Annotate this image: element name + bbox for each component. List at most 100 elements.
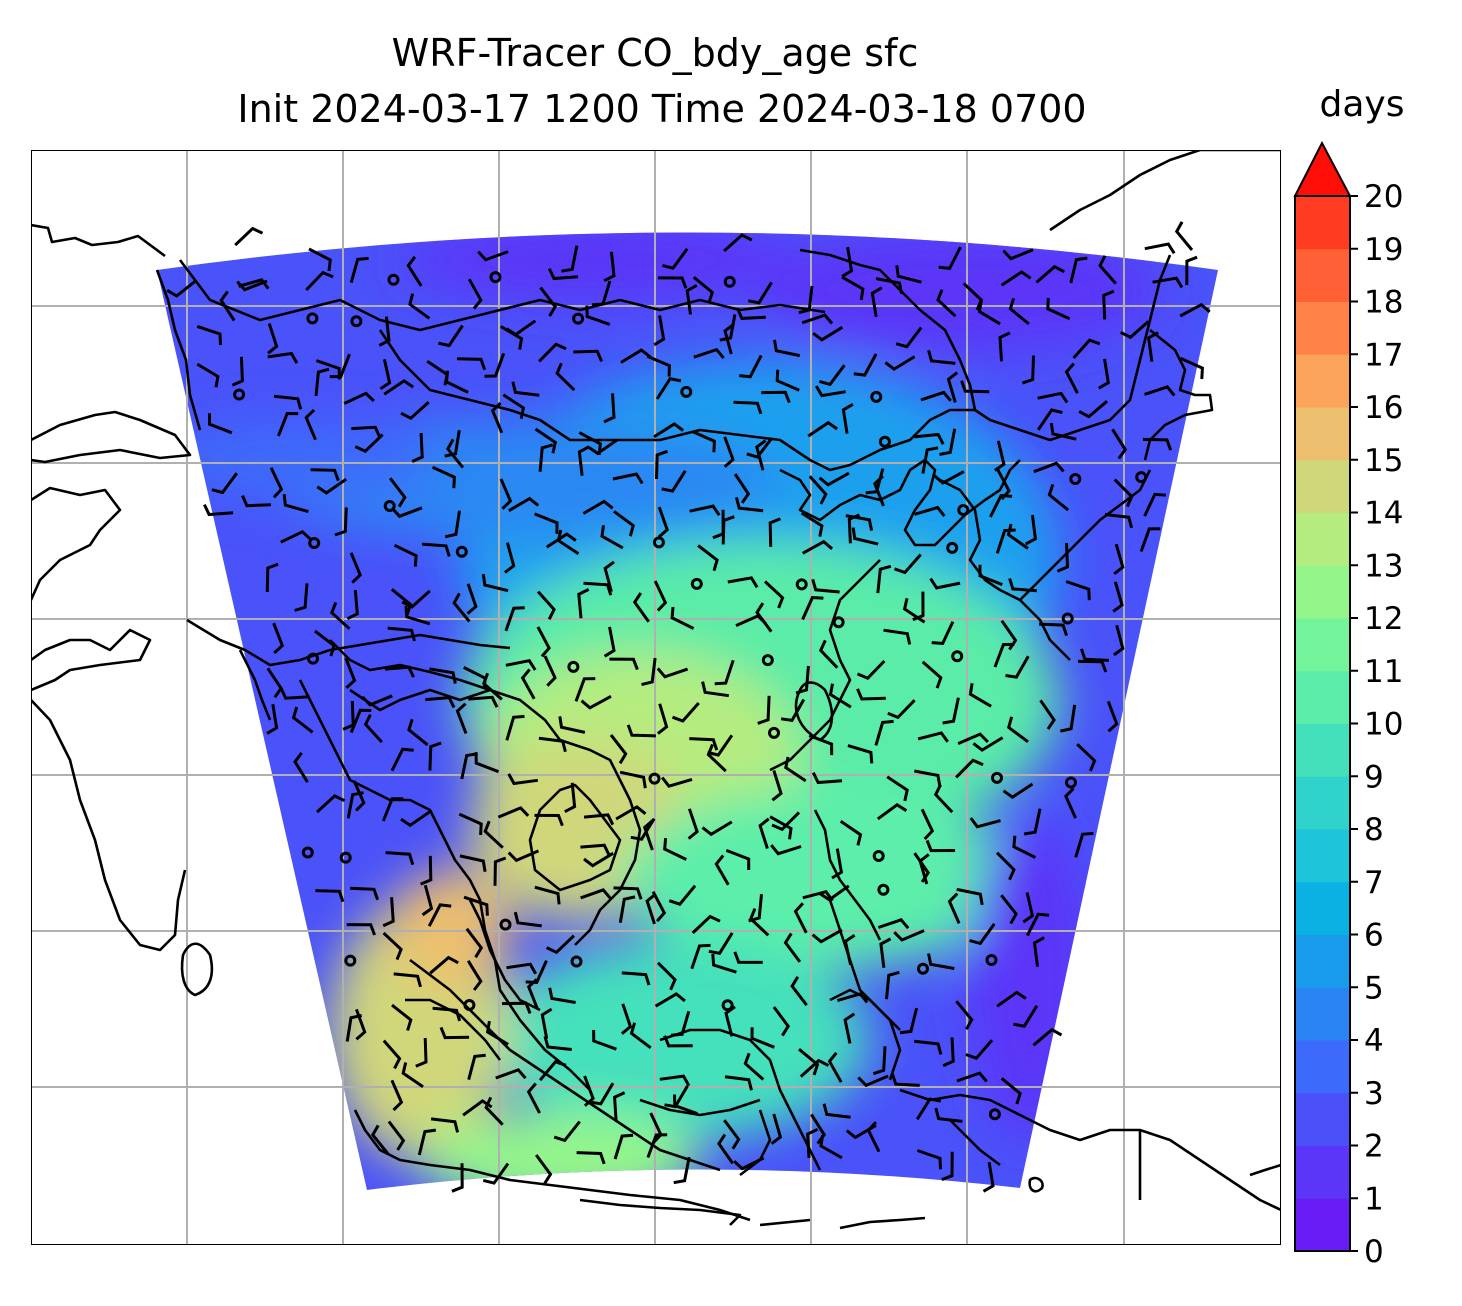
wind-barb bbox=[429, 955, 459, 975]
wind-barb bbox=[795, 665, 810, 695]
wind-barb bbox=[929, 577, 961, 590]
wind-barb bbox=[866, 1121, 881, 1153]
wind-barb bbox=[856, 659, 886, 680]
wind-barb bbox=[768, 517, 781, 547]
calm-wind-circle bbox=[570, 955, 583, 968]
wind-barb bbox=[895, 326, 923, 349]
wind-barb bbox=[875, 277, 904, 295]
wind-barb bbox=[352, 780, 366, 812]
wind-barb bbox=[784, 756, 807, 783]
wind-barb bbox=[942, 697, 960, 725]
wind-barb bbox=[843, 934, 856, 966]
wind-barb bbox=[733, 473, 751, 504]
wind-barb bbox=[955, 758, 984, 779]
wind-barb bbox=[400, 400, 430, 421]
colorbar-label: days bbox=[1320, 84, 1405, 125]
wind-barb bbox=[279, 687, 310, 700]
wind-barb bbox=[1002, 782, 1034, 800]
wind-barb bbox=[482, 672, 503, 701]
calm-wind-circle bbox=[572, 312, 585, 325]
wind-barb bbox=[874, 719, 894, 746]
wind-barb bbox=[668, 884, 697, 906]
wind-barb bbox=[547, 267, 579, 281]
colorbar-band bbox=[1295, 1092, 1350, 1146]
wind-barb bbox=[361, 694, 393, 707]
wind-barb bbox=[534, 885, 561, 905]
calm-wind-circle bbox=[872, 850, 885, 862]
calm-wind-circle bbox=[878, 435, 891, 448]
wind-barb bbox=[658, 276, 688, 289]
wind-barb bbox=[1024, 514, 1038, 546]
wind-barb bbox=[576, 1151, 606, 1165]
wind-barb bbox=[439, 1026, 470, 1040]
wind-barb bbox=[609, 733, 628, 765]
wind-barb bbox=[651, 890, 667, 923]
wind-barb bbox=[671, 702, 700, 723]
calm-wind-circle bbox=[832, 616, 845, 629]
calm-wind-circle bbox=[1069, 473, 1082, 485]
wind-barb bbox=[381, 797, 404, 822]
wind-barb bbox=[733, 1156, 765, 1171]
wind-barb bbox=[819, 884, 850, 902]
wind-barb bbox=[689, 504, 721, 517]
calm-wind-circle bbox=[489, 271, 502, 284]
wind-barb bbox=[497, 806, 530, 819]
colorbar-tick-label: 14 bbox=[1364, 496, 1403, 532]
colorbar-band bbox=[1295, 459, 1350, 513]
wind-barb bbox=[538, 443, 554, 472]
wind-barb bbox=[856, 688, 886, 701]
wind-barb bbox=[474, 752, 500, 774]
wind-barb bbox=[772, 1006, 791, 1037]
wind-barb bbox=[1056, 542, 1070, 573]
wind-barb bbox=[589, 1082, 615, 1106]
wind-barb bbox=[241, 495, 271, 508]
wind-barb bbox=[915, 1097, 942, 1121]
wind-barb bbox=[580, 888, 612, 900]
wind-barb bbox=[996, 990, 1027, 1008]
wind-barb bbox=[771, 769, 783, 802]
wind-barb bbox=[689, 737, 719, 751]
wind-barb bbox=[484, 1096, 504, 1126]
calm-wind-circle bbox=[233, 388, 246, 401]
wind-barb bbox=[873, 474, 885, 507]
wind-barb bbox=[747, 281, 773, 305]
wind-barb bbox=[574, 677, 596, 702]
wind-barb bbox=[344, 657, 357, 690]
calm-wind-circle bbox=[387, 273, 400, 286]
wind-barb bbox=[810, 1113, 827, 1145]
wind-barb bbox=[714, 659, 735, 686]
wind-barb bbox=[1025, 912, 1050, 937]
wind-barb bbox=[723, 233, 753, 253]
wind-barb bbox=[662, 247, 689, 270]
colorbar-tick-label: 5 bbox=[1364, 970, 1384, 1006]
wind-barb bbox=[490, 401, 504, 434]
wind-barb bbox=[591, 280, 612, 307]
wind-barb bbox=[583, 851, 614, 868]
wind-barb bbox=[1069, 256, 1088, 284]
wind-barb bbox=[978, 564, 1003, 586]
wind-barb bbox=[505, 659, 537, 671]
calm-wind-circle bbox=[455, 545, 468, 558]
wind-barb bbox=[507, 773, 538, 786]
wind-barb bbox=[877, 918, 910, 930]
wind-barb bbox=[536, 626, 551, 658]
wind-barb bbox=[417, 1128, 437, 1156]
wind-barb bbox=[1074, 831, 1094, 858]
wind-barb bbox=[502, 393, 526, 419]
wind-barb bbox=[955, 1000, 974, 1031]
wind-barb bbox=[818, 639, 839, 669]
colorbar-band bbox=[1295, 934, 1350, 988]
wind-barb bbox=[561, 245, 579, 273]
wind-barb bbox=[724, 1075, 753, 1091]
wind-barb bbox=[993, 642, 1015, 668]
wind-barb bbox=[956, 887, 984, 906]
wind-barb bbox=[308, 247, 332, 272]
wind-barb bbox=[808, 734, 834, 756]
wind-barb bbox=[618, 895, 636, 924]
wind-barb bbox=[211, 472, 239, 495]
wind-barb bbox=[1000, 619, 1018, 651]
wind-barb bbox=[580, 694, 612, 710]
wind-barb bbox=[733, 951, 763, 964]
wind-barb bbox=[956, 1071, 988, 1083]
wind-barb bbox=[511, 381, 540, 397]
